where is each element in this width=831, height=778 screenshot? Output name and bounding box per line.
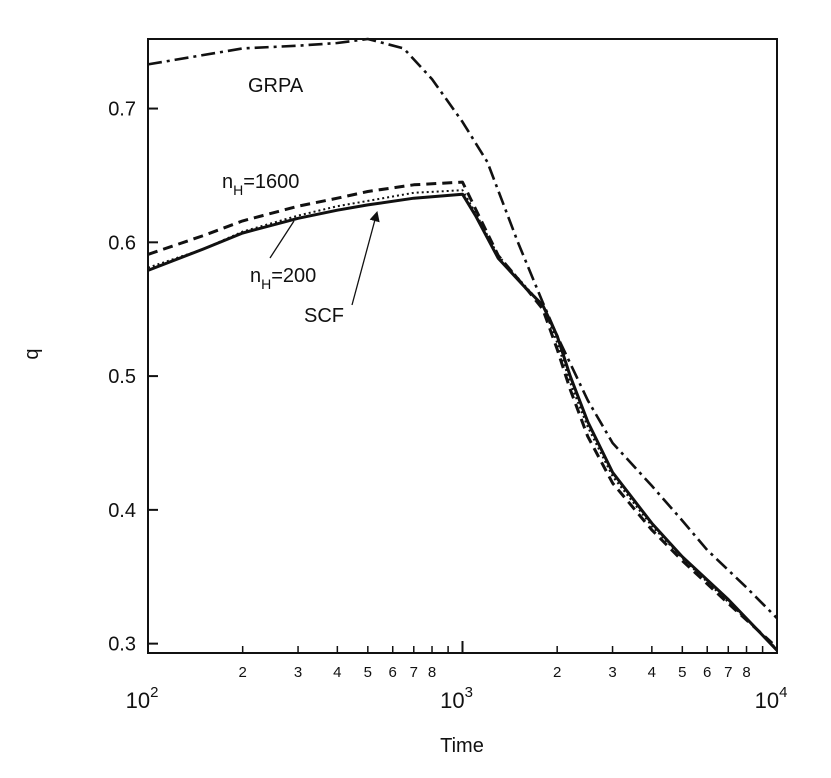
y-tick-label: 0.3	[108, 634, 136, 656]
y-tick-label: 0.4	[108, 500, 136, 522]
x-minor-tick-label: 4	[333, 664, 341, 681]
series-line-scf	[147, 192, 779, 652]
annotation-nh1600: nH=1600	[222, 171, 299, 198]
annotation-nh200: nH=200	[250, 265, 316, 292]
annotation-grpa: GRPA	[248, 75, 304, 97]
x-major-tick-label: 103	[440, 684, 473, 713]
annotation-nh200-n: n	[250, 265, 261, 287]
series-layer	[147, 37, 779, 652]
x-major-tick-exp: 3	[465, 684, 473, 701]
y-tick-label: 0.6	[108, 232, 136, 254]
x-minor-tick-label: 6	[389, 664, 397, 681]
y-tick-label: 0.7	[108, 99, 136, 121]
y-axis: 0.3 0.4 0.5 0.6 0.7	[108, 99, 158, 656]
series-line-grpa	[147, 37, 778, 620]
x-major-tick-label: 104	[755, 684, 788, 713]
x-minor-tick-label: 4	[648, 664, 656, 681]
x-axis-title: Time	[440, 735, 484, 757]
x-minor-tick-label: 7	[410, 664, 418, 681]
x-minor-tick-label: 7	[724, 664, 732, 681]
x-major-tick-base: 10	[755, 688, 779, 713]
x-minor-tick-label: 6	[703, 664, 711, 681]
annotation-scf: SCF	[304, 305, 344, 327]
annotation-nh200-rest: =200	[271, 265, 316, 287]
annotation-nh1600-sub: H	[233, 182, 243, 198]
series-line-nh-200	[147, 189, 778, 650]
x-minor-tick-label: 5	[364, 664, 372, 681]
pointer-scf-arrow	[351, 210, 380, 306]
x-major-tick-label: 102	[126, 684, 159, 713]
annotation-nh200-sub: H	[261, 276, 271, 292]
x-major-tick-exp: 4	[779, 684, 787, 701]
annotation-nh1600-n: n	[222, 171, 233, 193]
x-major-tick-exp: 2	[150, 684, 158, 701]
x-major-tick-base: 10	[126, 688, 150, 713]
pointer-nh200	[269, 220, 295, 259]
series-line-nh-1600	[147, 180, 779, 649]
annotation-nh1600-rest: =1600	[243, 171, 299, 193]
x-minor-tick-label: 2	[553, 664, 561, 681]
y-tick-label: 0.5	[108, 366, 136, 388]
x-minor-tick-label: 8	[742, 664, 750, 681]
x-minor-tick-label: 8	[428, 664, 436, 681]
x-major-tick-base: 10	[440, 688, 464, 713]
x-minor-tick-label: 3	[608, 664, 616, 681]
x-minor-tick-label: 3	[294, 664, 302, 681]
x-minor-tick-label: 5	[678, 664, 686, 681]
y-axis-title: q	[21, 348, 43, 359]
x-minor-tick-label: 2	[239, 664, 247, 681]
